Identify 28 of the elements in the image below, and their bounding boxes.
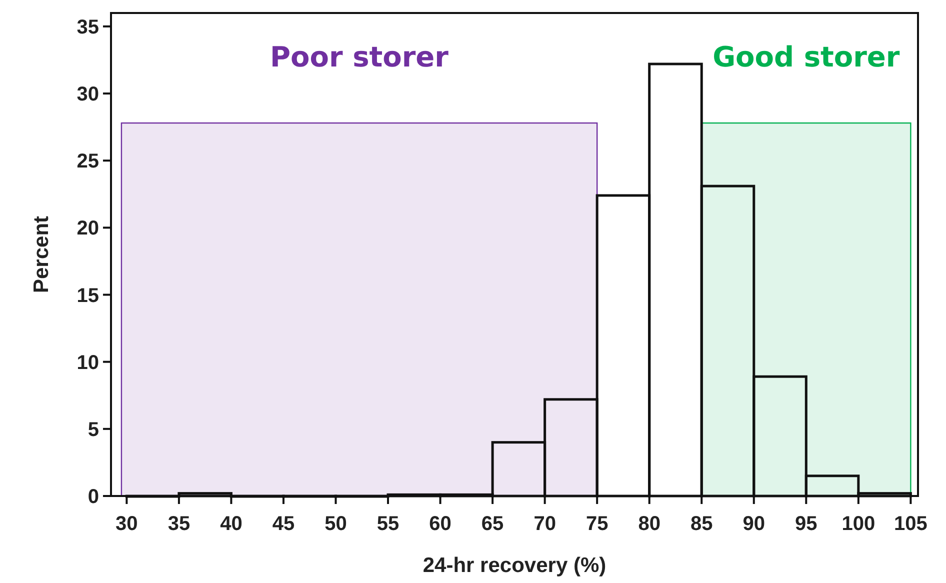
y-axis-title: Percent — [30, 216, 53, 294]
x-tick-label: 95 — [795, 513, 818, 535]
x-tick-label: 35 — [168, 513, 190, 535]
y-tick-label: 35 — [76, 16, 99, 38]
x-tick-label: 85 — [690, 513, 713, 535]
y-tick-label: 25 — [76, 150, 99, 173]
x-tick-label: 45 — [272, 513, 295, 535]
x-tick-label: 75 — [586, 513, 608, 535]
y-tick-label: 0 — [88, 486, 99, 508]
x-tick-label: 55 — [376, 513, 400, 535]
y-tick-label: 30 — [76, 84, 99, 106]
x-tick-label: 65 — [481, 513, 504, 535]
band-label: Good storer — [712, 40, 900, 74]
x-tick-label: 80 — [638, 513, 660, 535]
x-tick-label: 100 — [842, 513, 876, 535]
x-axis-title: 24-hr recovery (%) — [422, 554, 606, 577]
y-tick-label: 15 — [76, 284, 99, 307]
band-label: Poor storer — [270, 40, 449, 74]
x-tick-label: 70 — [534, 513, 556, 535]
x-tick-label: 50 — [324, 513, 347, 535]
x-tick-label: 40 — [220, 513, 242, 535]
y-tick-label: 5 — [88, 418, 99, 441]
x-tick-label: 30 — [116, 513, 138, 535]
y-tick-label: 20 — [76, 218, 99, 240]
x-tick-label: 105 — [894, 513, 928, 535]
y-tick-label: 10 — [76, 352, 99, 374]
x-tick-label: 90 — [742, 513, 766, 535]
x-tick-label: 60 — [429, 513, 452, 535]
